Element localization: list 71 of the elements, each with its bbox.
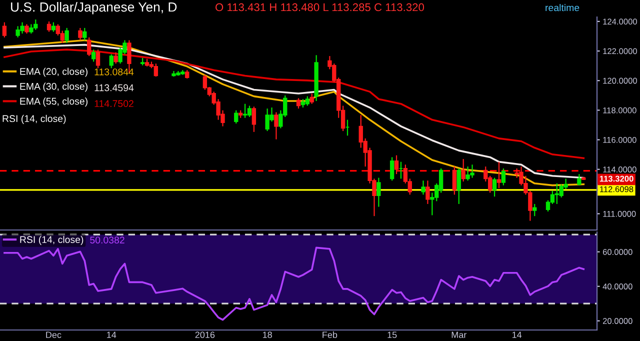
candlestick	[96, 48, 100, 69]
candlestick	[310, 92, 314, 104]
x-tick-label: Feb	[322, 331, 338, 338]
x-tick-label: 18	[262, 332, 272, 338]
candlestick	[501, 168, 506, 186]
legend-label: EMA (30, close)	[20, 82, 88, 92]
annotation: 113.0844	[94, 68, 134, 76]
y-tick-label: 116.0000	[603, 136, 636, 143]
y-tick-label: 114.0000	[603, 166, 636, 172]
text: realtime	[546, 4, 580, 12]
legend-label: EMA (20, close)	[20, 68, 88, 77]
candlestick	[461, 158, 466, 182]
y-tick-label: 20.0000	[602, 318, 632, 324]
candlestick	[60, 30, 64, 44]
candlestick	[532, 203, 537, 217]
candlestick	[390, 156, 394, 182]
y-tick-label: 122.0000	[603, 48, 637, 54]
x-tick-label: 14	[512, 332, 522, 338]
candlestick	[426, 180, 430, 205]
candlestick	[452, 166, 457, 196]
legend-label: RSI (14, close)	[20, 236, 84, 245]
candlestick	[109, 54, 114, 69]
candlestick	[51, 22, 56, 32]
y-tick-label: 60.0000	[602, 249, 632, 255]
candlestick	[296, 98, 301, 110]
candlestick	[114, 52, 118, 64]
candlestick	[492, 177, 497, 198]
candlestick	[91, 48, 96, 62]
text: O 113.431 H 113.480 L 113.285 C 113.320	[216, 3, 424, 12]
ref-line-label: 112.6098	[600, 186, 634, 192]
candlestick	[274, 112, 278, 140]
candlestick	[234, 110, 238, 124]
candlestick	[46, 20, 52, 32]
candlestick	[2, 22, 7, 38]
y-tick-label: 40.0000	[602, 284, 632, 290]
legend-label: EMA (55, close)	[20, 98, 88, 107]
candlestick	[376, 177, 381, 208]
annotation: 50.0382	[90, 236, 124, 244]
candlestick	[154, 63, 158, 78]
y-tick-label: 120.0000	[603, 78, 637, 84]
line-series	[4, 246, 585, 321]
candlestick	[496, 161, 502, 189]
candlestick	[421, 180, 426, 196]
candlestick	[577, 174, 582, 186]
y-tick-label: 124.0000	[603, 18, 637, 25]
candlestick	[29, 24, 34, 34]
x-tick-label: Mar	[452, 332, 467, 338]
candlestick	[78, 27, 82, 41]
candlestick	[247, 105, 252, 118]
annotation: RSI (14, close)	[2, 114, 66, 124]
x-tick-label: 14	[107, 332, 116, 338]
line-series	[4, 48, 585, 160]
candlestick	[242, 103, 248, 118]
annotation: 113.4594	[94, 84, 134, 92]
candlestick	[56, 24, 60, 36]
candlestick	[24, 24, 29, 34]
x-tick-label: 2016	[195, 332, 215, 338]
candlestick	[82, 27, 87, 41]
candlestick	[64, 27, 69, 44]
x-tick-label: 15	[388, 332, 397, 338]
annotation: 114.7502	[94, 100, 134, 108]
x-tick-label: Dec	[46, 332, 62, 338]
candlestick	[394, 154, 399, 175]
candlestick	[456, 168, 461, 205]
y-tick-label: 118.0000	[603, 107, 636, 114]
chart-title: U.S. Dollar/Japanese Yen, D	[11, 2, 177, 14]
candlestick	[87, 36, 92, 57]
candlestick	[305, 96, 310, 106]
candlestick	[252, 106, 256, 132]
text: 113.3200	[600, 176, 634, 182]
y-tick-label: 111.0000	[603, 210, 636, 217]
